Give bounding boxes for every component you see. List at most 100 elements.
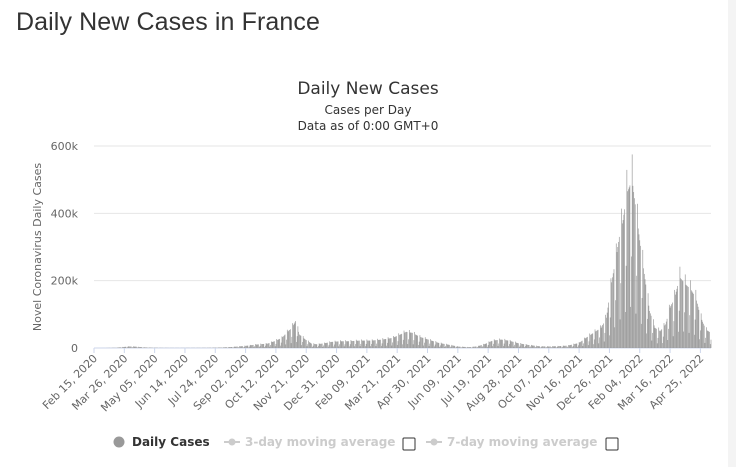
daily-cases-bar xyxy=(509,339,511,348)
daily-cases-bar xyxy=(678,310,680,348)
daily-cases-bar xyxy=(644,279,646,348)
daily-cases-bar xyxy=(272,341,274,348)
daily-cases-bar xyxy=(280,345,281,348)
daily-cases-bar xyxy=(274,341,275,348)
daily-cases-bar xyxy=(709,344,711,348)
daily-cases-bar xyxy=(565,345,566,348)
daily-cases-bar xyxy=(466,347,468,348)
checkbox-3-day-average[interactable] xyxy=(402,437,416,451)
daily-cases-bar xyxy=(372,340,374,348)
daily-cases-bar xyxy=(662,336,664,348)
daily-cases-bar xyxy=(468,347,470,348)
daily-cases-bar xyxy=(136,346,137,348)
daily-cases-bar xyxy=(355,344,356,348)
daily-cases-bar xyxy=(618,241,619,348)
daily-cases-bar xyxy=(675,291,677,348)
daily-cases-bar xyxy=(381,343,383,348)
daily-cases-bar xyxy=(589,333,591,348)
daily-cases-bar xyxy=(612,277,613,348)
daily-cases-bar xyxy=(668,304,670,348)
daily-cases-bar xyxy=(681,279,682,348)
daily-cases-bar xyxy=(250,345,252,348)
daily-cases-bar xyxy=(507,340,509,348)
legend-item-daily-cases[interactable]: Daily Cases xyxy=(113,435,210,449)
daily-cases-bar xyxy=(637,203,638,348)
daily-cases-bar xyxy=(606,317,607,348)
daily-cases-bar xyxy=(224,347,225,348)
daily-cases-bar xyxy=(475,346,477,348)
daily-cases-bar xyxy=(474,346,475,348)
daily-cases-bar xyxy=(236,346,238,348)
daily-cases-bar xyxy=(584,337,585,348)
daily-cases-bar xyxy=(697,303,698,348)
daily-cases-bar xyxy=(118,347,120,348)
daily-cases-bar xyxy=(454,345,456,348)
daily-cases-bar xyxy=(365,346,366,348)
daily-cases-bar xyxy=(691,291,693,348)
daily-cases-bar xyxy=(553,346,555,348)
checkbox-7-day-average[interactable] xyxy=(605,437,619,451)
daily-cases-bar xyxy=(240,346,242,348)
chart-subtitle-line-1: Cases per Day xyxy=(325,103,412,117)
daily-cases-bar xyxy=(526,344,528,348)
daily-cases-bar xyxy=(489,341,491,348)
daily-cases-bar xyxy=(307,344,309,348)
daily-cases-bar xyxy=(521,343,523,348)
daily-cases-bar xyxy=(346,341,348,348)
daily-cases-bar xyxy=(311,343,312,348)
daily-cases-bar xyxy=(626,169,628,348)
daily-cases-bar xyxy=(412,332,413,348)
daily-cases-bar xyxy=(239,346,240,348)
legend-item-3-day-average[interactable]: 3-day moving average xyxy=(224,435,395,449)
daily-cases-bar xyxy=(432,341,434,348)
daily-cases-bar xyxy=(400,334,402,348)
daily-cases-bar xyxy=(386,345,387,348)
daily-cases-bar xyxy=(326,342,328,348)
daily-cases-bar xyxy=(425,338,427,348)
daily-cases-bar xyxy=(620,283,622,348)
daily-cases-bar xyxy=(524,347,525,348)
daily-cases-bar xyxy=(390,338,392,348)
daily-cases-bar xyxy=(537,346,538,348)
daily-cases-bar xyxy=(241,346,243,348)
daily-cases-bar xyxy=(362,340,364,348)
daily-cases-bar xyxy=(584,338,586,348)
daily-cases-bar xyxy=(473,346,475,348)
daily-cases-bar xyxy=(464,346,465,348)
daily-cases-bar xyxy=(690,290,692,348)
daily-cases-bar xyxy=(658,327,660,348)
daily-cases-bar xyxy=(284,334,286,348)
daily-cases-bar xyxy=(293,323,295,348)
daily-cases-bar xyxy=(429,343,431,348)
daily-cases-bar xyxy=(640,245,641,348)
daily-cases-bar xyxy=(483,343,484,348)
daily-cases-bar xyxy=(527,344,529,348)
daily-cases-bar xyxy=(434,344,436,348)
daily-cases-bar xyxy=(395,336,397,348)
daily-cases-bar xyxy=(355,339,357,348)
daily-cases-bar xyxy=(412,344,414,348)
daily-cases-bar xyxy=(451,344,453,348)
daily-cases-bar xyxy=(634,204,636,348)
legend-item-7-day-average[interactable]: 7-day moving average xyxy=(426,435,597,449)
daily-cases-bar xyxy=(501,339,503,348)
daily-cases-bar xyxy=(296,336,298,348)
daily-cases-bar xyxy=(385,338,387,348)
daily-cases-bar xyxy=(655,328,657,348)
daily-cases-bar xyxy=(512,341,513,348)
daily-cases-bar xyxy=(251,345,253,348)
daily-cases-bar xyxy=(513,346,515,348)
daily-cases-bar xyxy=(422,337,424,348)
daily-cases-bar xyxy=(614,327,616,348)
daily-cases-bar xyxy=(508,346,509,348)
daily-cases-bar xyxy=(653,325,655,348)
daily-cases-bar xyxy=(252,345,253,348)
daily-cases-bar xyxy=(687,286,688,348)
daily-cases-bar xyxy=(417,335,419,348)
daily-cases-bar xyxy=(449,344,450,348)
daily-cases-bar xyxy=(543,346,545,348)
daily-cases-bar xyxy=(287,331,289,348)
daily-cases-bar xyxy=(390,338,391,348)
daily-cases-bar xyxy=(448,344,450,348)
daily-cases-bar xyxy=(537,346,539,348)
